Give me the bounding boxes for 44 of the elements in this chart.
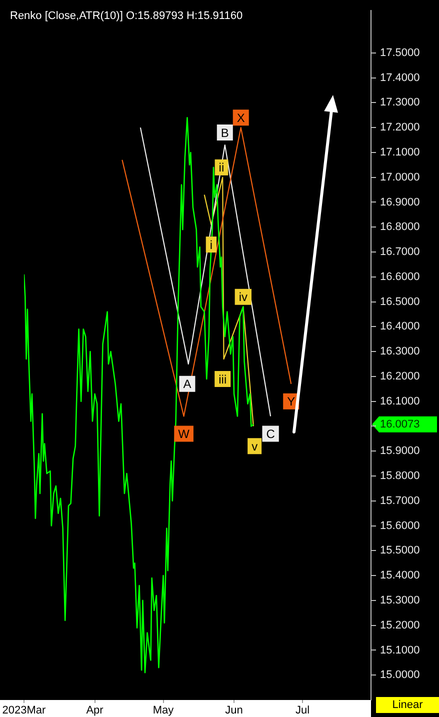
- y-tick-label: 17.3000: [380, 96, 420, 109]
- y-tick-label: 17.5000: [380, 46, 420, 59]
- annotation: iii: [218, 372, 227, 386]
- y-tick-label: 17.2000: [380, 122, 420, 134]
- y-tick-label: 17.1000: [380, 146, 420, 158]
- y-tick-label: 15.3000: [380, 594, 420, 606]
- y-tick-label: 15.6000: [380, 520, 420, 532]
- x-tick-label: Jul: [295, 704, 310, 717]
- y-tick-label: 16.8000: [380, 221, 420, 234]
- annotation: Y: [287, 394, 296, 409]
- annotation: C: [266, 427, 276, 442]
- y-tick-label: 15.7000: [380, 494, 420, 507]
- button: Linear: [376, 697, 439, 713]
- x-tick-label: Jun: [225, 704, 243, 717]
- chart-title: Renko [Close,ATR(10)] O:15.89793 H:15.91160: [10, 10, 243, 22]
- y-tick-label: 17.4000: [380, 72, 420, 84]
- y-tick-label: 15.8000: [380, 470, 420, 482]
- y-tick-label: 15.1000: [380, 644, 420, 656]
- x-tick-label: May: [152, 704, 174, 717]
- y-tick-label: 15.2000: [380, 619, 420, 632]
- y-tick-label: 16.4000: [380, 320, 420, 333]
- annotation: A: [183, 377, 192, 392]
- y-tick-label: 16.9000: [380, 196, 420, 208]
- x-tick-label: Apr: [86, 704, 104, 717]
- annotation: i: [210, 238, 213, 252]
- x-tick-label: 2023Mar: [2, 704, 46, 717]
- y-tick-label: 16.0073: [380, 418, 420, 430]
- y-tick-label: 15.5000: [380, 544, 420, 557]
- y-tick-label: 17.0000: [380, 171, 420, 184]
- y-tick-label: 15.0000: [380, 669, 420, 682]
- y-tick-label: 16.3000: [380, 346, 420, 358]
- y-tick-label: 16.7000: [380, 246, 420, 258]
- annotation: B: [220, 126, 229, 140]
- y-tick-label: 16.1000: [380, 395, 420, 408]
- annotation: v: [252, 439, 258, 454]
- y-tick-label: 15.9000: [380, 445, 420, 458]
- y-tick-label: 16.6000: [380, 270, 420, 283]
- y-tick-label: 16.5000: [380, 296, 420, 308]
- annotation: ii: [218, 160, 224, 175]
- y-tick-label: 16.2000: [380, 370, 420, 382]
- y-tick-label: 15.4000: [380, 570, 420, 582]
- annotation: W: [178, 427, 190, 442]
- annotation: X: [236, 110, 245, 125]
- annotation: iv: [238, 290, 248, 304]
